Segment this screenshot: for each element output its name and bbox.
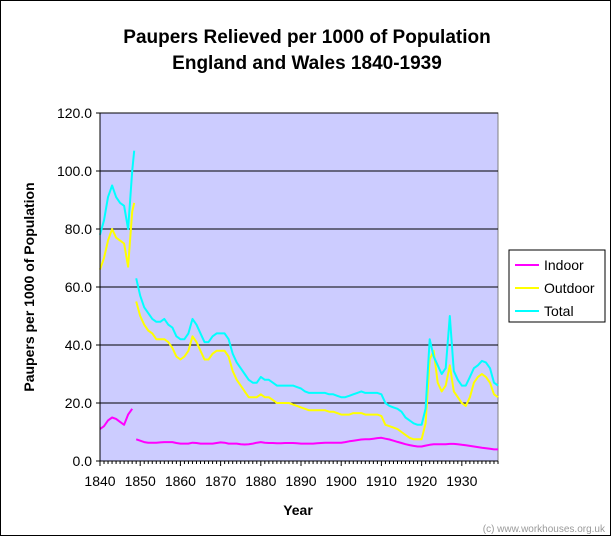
axes — [96, 112, 499, 466]
x-tick-label-7: 1910 — [366, 473, 397, 489]
x-tick-label-4: 1880 — [245, 473, 276, 489]
legend-label-outdoor: Outdoor — [544, 280, 595, 296]
x-tick-label-1: 1850 — [125, 473, 156, 489]
series-line-outdoor-1 — [99, 202, 136, 270]
x-tick-label-3: 1870 — [205, 473, 236, 489]
x-axis-title: Year — [283, 502, 313, 518]
legend-label-indoor: Indoor — [544, 257, 584, 273]
x-tick-label-8: 1920 — [406, 473, 437, 489]
legend: Indoor Outdoor Total — [508, 249, 606, 323]
y-tick-label-3: 60.0 — [65, 279, 92, 295]
y-tick-label-4: 80.0 — [65, 221, 92, 237]
legend-label-total: Total — [544, 303, 574, 319]
x-tick-labels: 1840 1850 1860 1870 1880 1890 1900 1910 1920 1930 — [84, 473, 477, 489]
y-tick-label-0: 0.0 — [73, 453, 93, 469]
x-tick-label-6: 1900 — [326, 473, 357, 489]
x-tick-label-9: 1930 — [446, 473, 477, 489]
y-tick-label-5: 100.0 — [57, 163, 92, 179]
y-tick-label-6: 120.0 — [57, 105, 92, 121]
series-line-total-2 — [135, 278, 499, 426]
chart-title-line-1: Paupers Relieved per 1000 of Population — [123, 27, 490, 48]
y-tick-label-1: 20.0 — [65, 395, 92, 411]
x-tick-label-2: 1860 — [165, 473, 196, 489]
series-line-indoor-2 — [135, 436, 498, 451]
series-line-outdoor-2 — [135, 301, 499, 441]
copyright-credit: (c) www.workhouses.org.uk — [483, 524, 606, 535]
x-tick-label-0: 1840 — [84, 473, 115, 489]
y-tick-labels: 0.0 20.0 40.0 60.0 80.0 100.0 120.0 — [57, 105, 92, 469]
chart-title-line-2: England and Wales 1840-1939 — [172, 53, 442, 74]
x-tick-label-5: 1890 — [285, 473, 316, 489]
y-axis-title: Paupers per 1000 of Population — [21, 182, 37, 391]
y-tick-label-2: 40.0 — [65, 337, 92, 353]
series-line-total-1 — [99, 150, 136, 236]
series-lines — [99, 150, 499, 451]
series-line-indoor-1 — [99, 408, 134, 430]
legend-box — [508, 249, 606, 323]
